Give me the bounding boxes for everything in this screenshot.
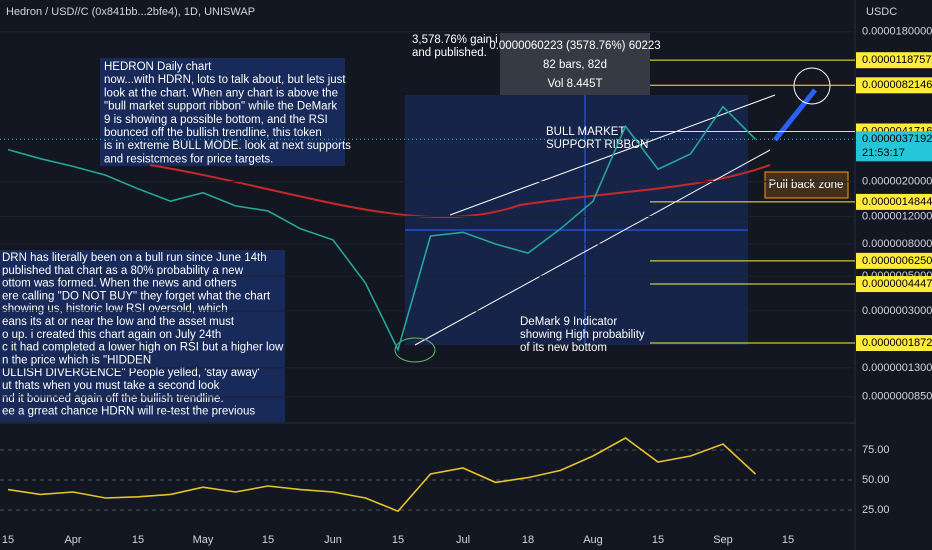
tooltip-line: 82 bars, 82d: [543, 59, 607, 71]
tooltip-line: Vol 8.445T: [548, 78, 603, 90]
x-tick-label: 15: [392, 534, 404, 546]
level-box: [856, 335, 932, 352]
annotation-line: showing us, historic low RSI oversold, w…: [2, 303, 228, 315]
annotation-line: DRN has literally been on a bull run sin…: [2, 252, 267, 264]
x-tick-label: Jun: [324, 534, 342, 546]
level-label: 0.0000001872: [862, 337, 932, 349]
measure-region: [405, 95, 748, 345]
annotation-line: of its new bottom: [520, 342, 607, 354]
annotation-line: bounced off the bullish trendline, this …: [104, 127, 322, 139]
annotation-line: eans its at or near the low and the asse…: [2, 316, 235, 328]
annotation-line: is in extreme BULL MODE. look at next su…: [104, 140, 351, 152]
chart-title: Hedron / USD//C (0x841bb...2bfe4), 1D, U…: [6, 6, 255, 18]
annotation-line: SUPPORT RIBBON: [546, 139, 648, 151]
x-tick-label: 15: [262, 534, 274, 546]
x-tick-label: May: [193, 534, 214, 546]
level-label: 0.0000118757: [862, 54, 932, 66]
level-label: 0.0000004447: [862, 278, 932, 290]
x-tick-label: 15: [2, 534, 14, 546]
annotation-line: and resistcmces for price targets.: [104, 153, 273, 165]
rsi-tick-label: 25.00: [862, 504, 890, 516]
annotation-line: look at the chart. When any chart is abo…: [104, 87, 338, 99]
circle-marker: [394, 337, 436, 363]
circle-marker: [793, 67, 831, 105]
annotation-line: ottom was formed. When the news and othe…: [2, 278, 237, 290]
annotation-line: ut thats when you must take a second loo…: [2, 380, 220, 392]
last-price-label: 0.0000037192: [862, 133, 932, 145]
level-box: [856, 276, 932, 293]
rsi-tick-label: 75.00: [862, 444, 890, 456]
annotation-line: 3,578.76% gain i: [412, 34, 498, 46]
countdown: 21:53:17: [862, 147, 905, 159]
annotation-line: showing High probability: [520, 329, 645, 341]
price-line: [7, 105, 757, 352]
annotation-line: "bull market support ribbon" while the D…: [104, 101, 337, 113]
x-tick-label: Apr: [64, 534, 81, 546]
axis-unit: USDC: [866, 6, 897, 18]
annotation-line: BULL MARKET: [546, 126, 625, 138]
y-tick-label: 0.0000001300: [862, 362, 932, 374]
rsi-line: [7, 437, 757, 513]
rsi-tick-label: 50.00: [862, 474, 890, 486]
annotation-line: and published.: [412, 47, 487, 59]
annotation-line: HEDRON Daily chart: [104, 61, 212, 73]
annotation-line: DeMark 9 Indicator: [520, 316, 617, 328]
level-label: 0.0000082146: [862, 79, 932, 91]
y-tick-label: 0.0000008000: [862, 238, 932, 250]
annotation-line: ere calling "DO NOT BUY" they forget wha…: [2, 290, 271, 302]
annotation-line: nd it bounced again off the bullish tren…: [2, 393, 224, 405]
y-tick-label: 0.0000180000: [862, 26, 932, 38]
x-tick-label: 15: [132, 534, 144, 546]
y-tick-label: 0.0000000850: [862, 391, 932, 403]
annotation-line: 9 is showing a possible bottom, and the …: [104, 114, 328, 126]
x-tick-label: Aug: [583, 534, 603, 546]
x-tick-label: 18: [522, 534, 534, 546]
level-label: 0.0000006250: [862, 255, 932, 267]
annotation-line: ULLISH DIVERGENCE" People yelled, 'stay …: [2, 367, 260, 379]
x-tick-label: 15: [652, 534, 664, 546]
trendline: [414, 149, 771, 346]
annotation-line: c it had completed a lower high on RSI b…: [2, 342, 284, 354]
level-box: [856, 252, 932, 269]
annotation-line: ee a grreat chance HDRN will re-test the…: [2, 406, 255, 418]
y-tick-label: 0.0000012000: [862, 210, 932, 222]
annotation-line: o up. i created this chart again on July…: [2, 329, 221, 341]
annotation-line: published that chart as a 80% probabilit…: [2, 265, 244, 277]
annotation-line: n the price which is "HIDDEN: [2, 354, 151, 366]
annotation-box: [100, 58, 345, 166]
tooltip-box: [500, 33, 650, 95]
pullback-box: [764, 171, 849, 199]
ma-ribbon: [149, 164, 771, 219]
tooltip-line: 0.0000060223 (3578.76%) 60223: [489, 40, 660, 52]
y-tick-label: 0.0000020000: [862, 175, 932, 187]
level-box: [856, 52, 932, 69]
level-box: [856, 77, 932, 94]
y-tick-label: 0.0000003000: [862, 305, 932, 317]
annotation-box: [0, 250, 285, 422]
pullback-label: Pull back zone: [769, 179, 844, 191]
x-tick-label: 15: [782, 534, 794, 546]
level-label: 0.0000014844: [862, 196, 932, 208]
x-tick-label: Jul: [456, 534, 470, 546]
x-tick-label: Sep: [713, 534, 733, 546]
annotation-line: now...with HDRN, lots to talk about, but…: [104, 74, 346, 86]
level-box: [856, 193, 932, 210]
last-price-box: [856, 131, 932, 162]
